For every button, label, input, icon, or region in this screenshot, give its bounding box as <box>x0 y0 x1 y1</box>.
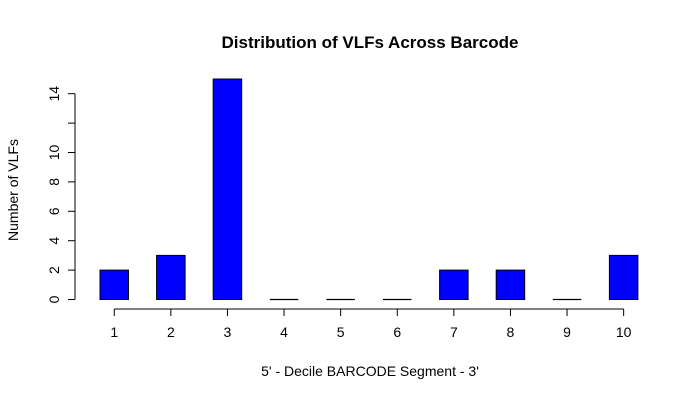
x-tick-label: 8 <box>507 324 515 340</box>
x-tick-label: 5 <box>337 324 345 340</box>
x-tick-label: 7 <box>450 324 458 340</box>
y-tick-label: 4 <box>46 237 62 245</box>
bar-1 <box>99 269 129 301</box>
x-tick-label: 3 <box>224 324 232 340</box>
x-tick-label: 10 <box>616 324 632 340</box>
x-axis: 1 2 3 4 5 6 7 8 9 10 <box>110 308 632 340</box>
y-axis: 0 2 4 6 8 10 14 <box>46 86 76 303</box>
x-tick-label: 2 <box>167 324 175 340</box>
x-tick-label: 1 <box>110 324 118 340</box>
y-axis-label: Number of VLFs <box>5 139 21 241</box>
y-tick-label: 0 <box>46 295 62 303</box>
y-tick-label: 2 <box>46 266 62 274</box>
bar-2 <box>156 254 186 300</box>
y-tick-label: 10 <box>46 145 62 161</box>
y-tick-label: 8 <box>46 178 62 186</box>
y-tick-label: 14 <box>46 86 62 102</box>
x-tick-label: 6 <box>393 324 401 340</box>
y-tick-label: 6 <box>46 207 62 215</box>
x-axis-label: 5' - Decile BARCODE Segment - 3' <box>261 363 479 379</box>
bar-7 <box>439 269 469 301</box>
bars <box>99 78 639 301</box>
bar-8 <box>495 269 526 301</box>
x-tick-label: 4 <box>280 324 288 340</box>
x-tick-label: 9 <box>563 324 571 340</box>
chart-title: Distribution of VLFs Across Barcode <box>222 33 519 52</box>
bar-3 <box>212 78 243 300</box>
bar-10 <box>608 254 639 300</box>
